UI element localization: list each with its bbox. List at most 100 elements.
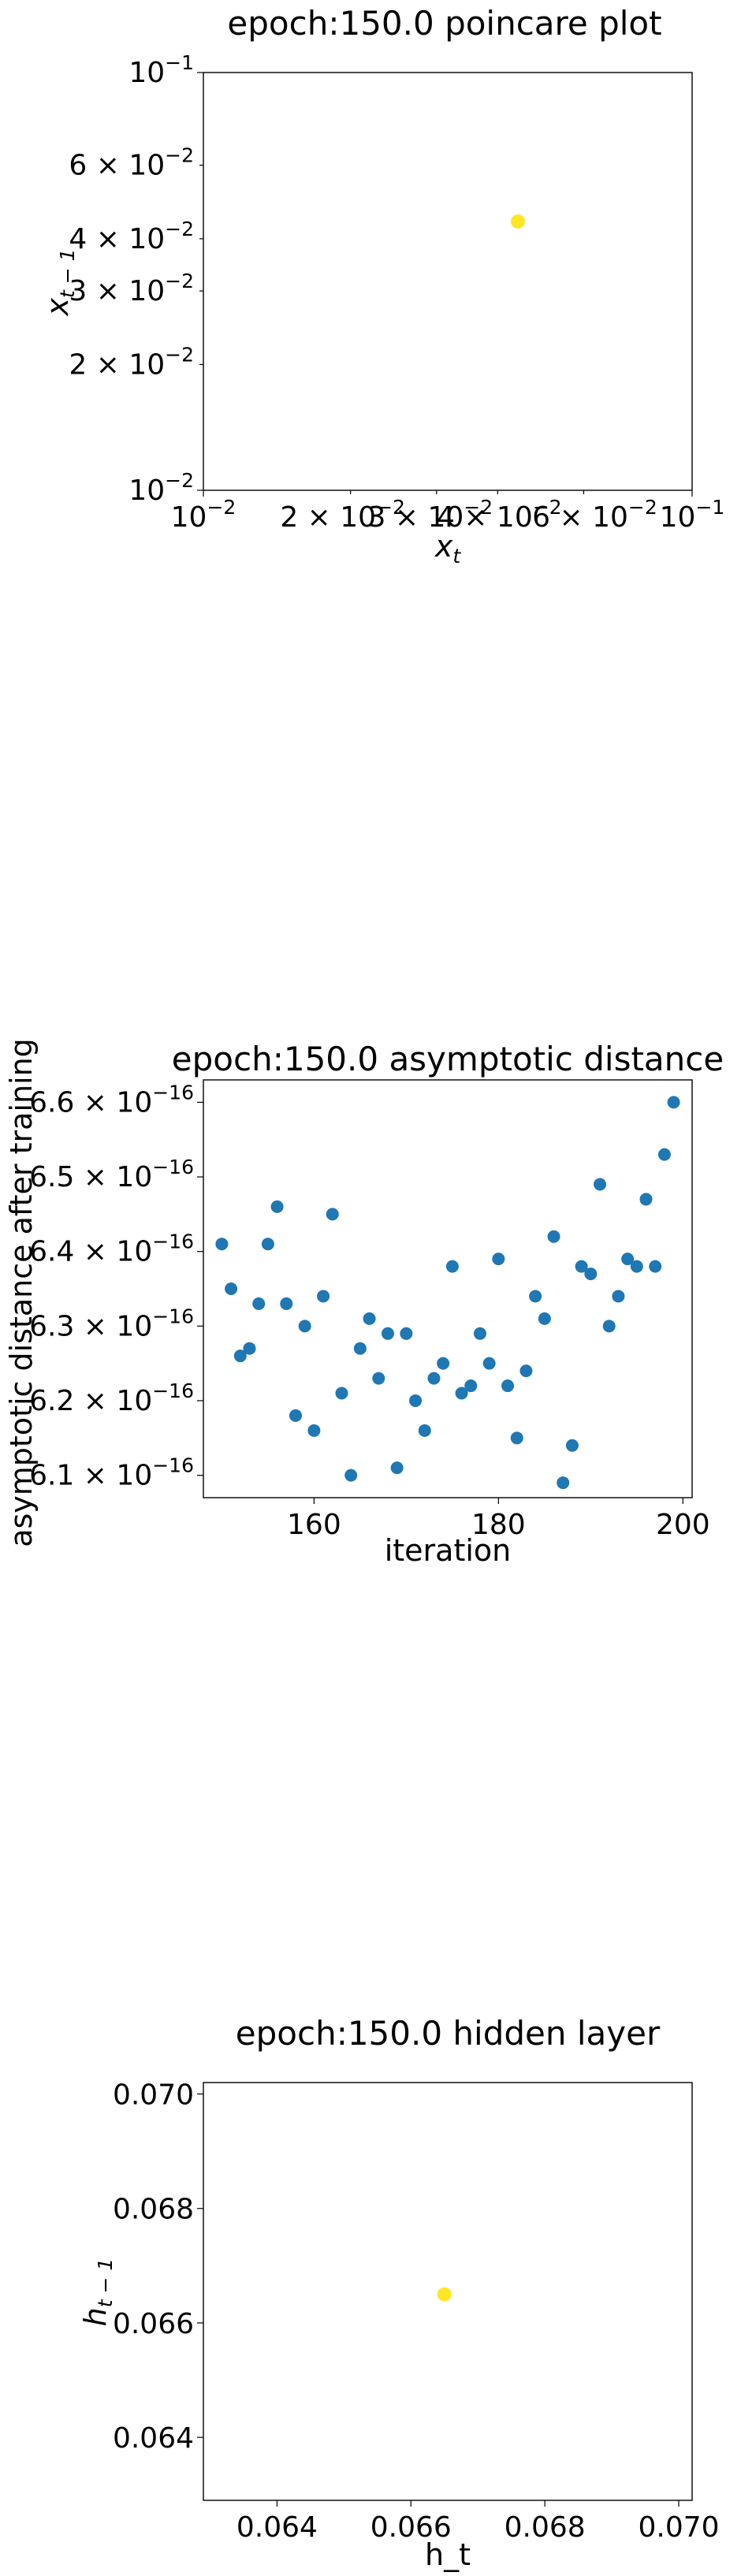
data-point — [215, 1238, 229, 1251]
tick-base: 10 — [660, 501, 696, 534]
data-point — [482, 1357, 496, 1370]
data-point — [649, 1260, 662, 1273]
tick-exponent: −16 — [152, 1454, 194, 1477]
tick-exponent: −1 — [165, 51, 194, 74]
chart-title: epoch:150.0 poincare plot — [227, 4, 661, 43]
data-point — [667, 1096, 680, 1109]
tick-exponent: −16 — [152, 1156, 194, 1178]
data-point — [261, 1238, 274, 1251]
data-point — [381, 1327, 394, 1340]
plot-frame — [203, 2082, 693, 2501]
y-tick-label: 6.5 × 10−16 — [29, 1156, 194, 1193]
chart-title: epoch:150.0 asymptotic distance — [172, 1040, 724, 1078]
data-points — [437, 2287, 452, 2302]
x-tick-label: 0.068 — [505, 2511, 586, 2544]
y-tick-label: 6.6 × 10−16 — [29, 1081, 194, 1119]
x-tick-label: 0.066 — [370, 2511, 452, 2544]
y-axis-label: ht − 1 — [78, 2258, 117, 2327]
data-point — [547, 1230, 560, 1243]
data-point — [363, 1312, 376, 1325]
x-tick-label: 10−1 — [660, 496, 725, 534]
poincare-plot-chart: epoch:150.0 poincare plot 10−2 2 × 10−23 … — [40, 4, 724, 568]
y-tick-label: 0.066 — [113, 2308, 194, 2340]
tick-exponent: −2 — [165, 218, 194, 240]
data-point — [225, 1282, 238, 1295]
tick-mantissa: 2 × 10 — [280, 501, 376, 534]
data-point — [289, 1409, 302, 1422]
y-axis-label: asymptotic distance after training — [4, 1038, 39, 1547]
tick-base: 10 — [171, 501, 207, 534]
plot-frame — [203, 1079, 693, 1498]
x-axis-ticks: 0.064 0.066 0.068 0.070 — [236, 2500, 720, 2544]
data-point — [418, 1424, 431, 1437]
data-point — [510, 1431, 523, 1445]
x-tick-label: 160 — [287, 1509, 341, 1541]
data-point — [492, 1253, 505, 1266]
y-tick-label: 3 × 10−2 — [69, 270, 194, 307]
data-point — [621, 1253, 635, 1266]
data-point — [243, 1342, 256, 1355]
data-point — [353, 1342, 367, 1355]
tick-exponent: −1 — [695, 496, 724, 519]
x-tick-label: 10−2 — [171, 496, 236, 534]
data-point — [307, 1424, 321, 1437]
tick-mantissa: 6.5 × 10 — [29, 1161, 152, 1193]
y-tick-label: 2 × 10−2 — [69, 343, 194, 381]
y-tick-label: 6.2 × 10−16 — [29, 1379, 194, 1417]
data-point — [529, 1290, 542, 1303]
data-point — [519, 1364, 533, 1378]
x-tick-label: 0.070 — [638, 2511, 719, 2544]
x-tick-label: 0.064 — [236, 2511, 318, 2544]
tick-mantissa: 4 × 10 — [69, 223, 165, 255]
tick-base: 10 — [128, 475, 165, 507]
chart-title: epoch:150.0 hidden layer — [236, 2014, 661, 2053]
tick-mantissa: 6.1 × 10 — [29, 1460, 152, 1492]
data-point — [335, 1387, 348, 1400]
data-point — [639, 1193, 653, 1206]
data-point — [630, 1260, 643, 1273]
data-point — [464, 1379, 478, 1393]
tick-mantissa: 6 × 10 — [69, 150, 165, 182]
tick-exponent: −16 — [152, 1081, 194, 1104]
x-axis-label: h_t — [425, 2537, 471, 2572]
data-point — [400, 1327, 413, 1340]
data-point — [437, 1357, 450, 1370]
data-point — [427, 1372, 441, 1385]
y-tick-label: 6.3 × 10−16 — [29, 1305, 194, 1342]
data-point — [473, 1327, 486, 1340]
tick-mantissa: 4 × 10 — [437, 501, 533, 534]
x-axis-ticks: 160 180 200 — [287, 1498, 710, 1541]
tick-exponent: −2 — [165, 469, 194, 492]
x-tick-label: 3 × 10−2 — [368, 496, 493, 534]
data-point — [510, 214, 525, 229]
data-points — [215, 1096, 680, 1490]
tick-exponent: −2 — [628, 496, 657, 519]
data-point — [565, 1439, 579, 1452]
tick-exponent: −2 — [165, 144, 194, 167]
data-point — [437, 2287, 452, 2302]
x-axis-label: iteration — [385, 1533, 512, 1568]
tick-mantissa: 6.3 × 10 — [29, 1310, 152, 1342]
tick-exponent: −16 — [152, 1379, 194, 1402]
asymptotic-distance-chart: epoch:150.0 asymptotic distance 160 180 20… — [4, 1038, 724, 1568]
x-tick-label: 4 × 10−2 — [437, 496, 562, 534]
y-tick-label: 0.068 — [113, 2194, 194, 2226]
tick-exponent: −2 — [533, 496, 562, 519]
tick-exponent: −16 — [152, 1305, 194, 1327]
data-point — [233, 1349, 247, 1363]
tick-mantissa: 3 × 10 — [69, 275, 165, 307]
tick-mantissa: 3 × 10 — [368, 501, 464, 534]
data-point — [455, 1387, 468, 1400]
data-point — [317, 1290, 330, 1303]
y-axis-ticks: 6.1 × 10−166.2 × 10−166.3 × 10−166.4 × 1… — [29, 1081, 203, 1492]
y-tick-label: 10−1 — [128, 51, 194, 89]
tick-mantissa: 6.4 × 10 — [29, 1236, 152, 1268]
tick-exponent: −2 — [165, 343, 194, 366]
data-point — [612, 1290, 625, 1303]
y-axis-ticks: 10−22 × 10−23 × 10−24 × 10−26 × 10−210−1 — [69, 51, 203, 507]
plot-frame — [203, 72, 693, 491]
tick-exponent: −2 — [207, 496, 236, 519]
x-tick-label: 180 — [471, 1509, 526, 1541]
data-point — [538, 1312, 551, 1325]
y-tick-label: 6 × 10−2 — [69, 144, 194, 182]
